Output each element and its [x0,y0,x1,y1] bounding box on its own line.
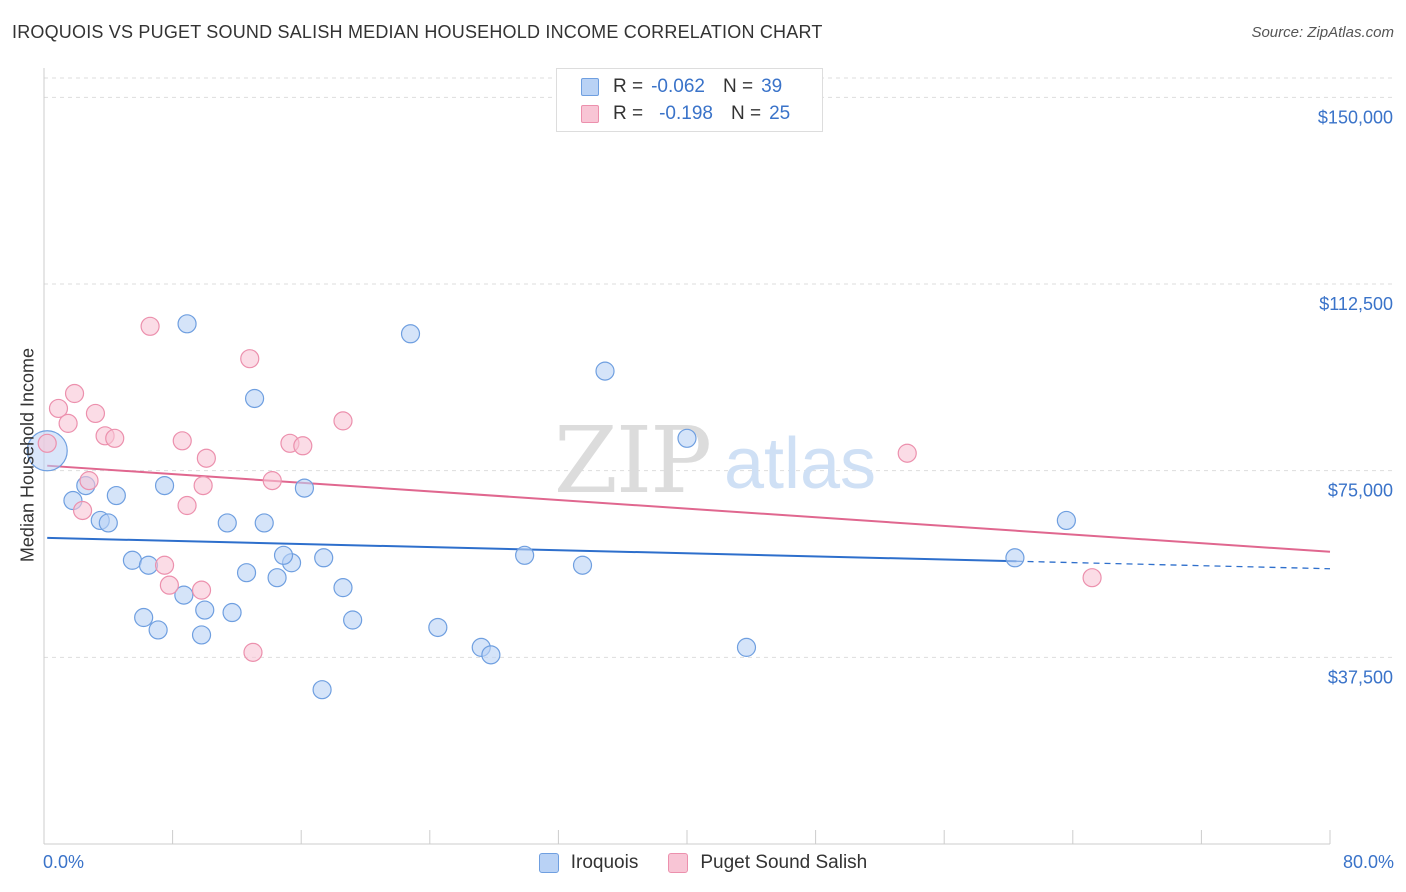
point-puget-8 [105,428,125,448]
point-puget-0 [37,433,57,453]
point-puget-22 [333,411,353,431]
point-puget-17 [240,349,260,369]
point-puget-16 [196,448,216,468]
point-iroquois-12 [174,585,194,605]
point-puget-9 [140,316,160,336]
chart-source: Source: ZipAtlas.com [1251,24,1394,41]
point-iroquois-32 [515,545,535,565]
point-iroquois-19 [254,513,274,533]
puget-r-label: R = [613,103,644,124]
series-legend: Iroquois Puget Sound Salish [0,852,1406,874]
point-puget-6 [85,403,106,424]
point-iroquois-8 [134,607,154,628]
point-iroquois-10 [154,476,175,496]
point-iroquois-37 [736,637,757,657]
point-puget-21 [293,436,313,456]
point-iroquois-36 [1056,510,1076,531]
point-iroquois-13 [191,625,212,645]
legend-swatch-iroquois [538,853,559,873]
y-tick-labels: $37,500 $75,000 $112,500 $150,000 [1318,107,1393,687]
point-iroquois-9 [148,620,168,640]
point-iroquois-34 [595,361,615,381]
point-iroquois-5 [98,513,118,533]
point-puget-3 [64,383,85,404]
point-iroquois-7 [138,555,159,575]
point-puget-1 [48,398,69,419]
point-iroquois-25 [312,680,332,700]
point-puget-13 [177,495,197,516]
iroquois-r-value: -0.062 [651,76,705,97]
point-puget-18 [243,642,263,662]
y-tick-label-0: $37,500 [1328,667,1393,687]
point-puget-5 [72,500,93,521]
point-iroquois-33 [572,555,593,575]
point-puget-2 [58,413,78,433]
point-iroquois-27 [343,610,363,630]
point-iroquois-11 [177,314,197,334]
chart-title: IROQUOIS VS PUGET SOUND SALISH MEDIAN HO… [12,22,823,42]
point-puget-19 [262,471,282,491]
point-iroquois-17 [236,563,257,583]
point-iroquois-14 [195,600,215,620]
legend-label-puget-sound-salish: Puget Sound Salish [700,852,868,873]
point-iroquois-26 [333,578,353,598]
x-tick-label-min: 0.0% [43,852,85,872]
trend-line-1 [47,464,1331,553]
point-iroquois-4 [106,485,126,506]
puget-r-value: -0.198 [659,103,713,124]
watermark-layer: ZIP atlas [554,407,876,514]
point-iroquois-35 [677,428,697,448]
point-iroquois-38 [1005,548,1025,568]
point-puget-11 [159,575,179,595]
puget-sound-salish-swatch [581,105,599,123]
trend-extension-0 [1016,560,1331,570]
legend-row-iroquois: R = -0.062 N = 39 [581,75,782,99]
puget-n-value: 25 [769,103,791,124]
point-iroquois-16 [222,602,242,623]
puget-n-label: N = [730,103,762,124]
iroquois-n-label: N = [722,76,754,97]
point-iroquois-23 [294,478,315,498]
point-iroquois-22 [273,545,294,565]
point-puget-15 [193,476,213,496]
point-iroquois-31 [481,645,501,665]
point-puget-12 [172,431,192,451]
y-tick-label-3: $150,000 [1318,107,1393,127]
correlation-legend: R = -0.062 N = 39 R = -0.198 N = 25 [556,68,823,132]
y-tick-label-1: $75,000 [1328,481,1393,501]
iroquois-n-value: 39 [761,76,783,97]
point-iroquois-29 [428,617,448,638]
point-iroquois-24 [314,548,334,568]
point-iroquois-18 [244,388,265,409]
points-layer [26,314,1102,700]
point-iroquois-28 [400,324,421,344]
point-puget-4 [79,471,99,491]
watermark-atlas: atlas [724,424,876,504]
point-iroquois-20 [267,568,287,588]
legend-label-iroquois: Iroquois [570,852,639,873]
point-puget-24 [1082,568,1102,588]
watermark-zip: ZIP [554,407,710,514]
legend-row-puget-sound-salish: R = -0.198 N = 25 [581,102,790,126]
x-tick-label-max: 80.0% [1342,852,1394,872]
y-tick-label-2: $112,500 [1319,294,1393,314]
iroquois-r-label: R = [613,76,644,97]
iroquois-swatch [581,78,599,96]
point-puget-23 [897,443,917,463]
y-axis-label: Median Household Income [17,347,38,563]
point-iroquois-6 [122,550,143,570]
point-iroquois-15 [217,513,237,533]
legend-swatch-puget-sound-salish [668,853,689,873]
legend-item-puget-sound-salish: Puget Sound Salish [668,852,867,874]
legend-item-iroquois: Iroquois [538,852,639,874]
point-puget-10 [154,555,175,575]
point-puget-14 [191,580,212,600]
